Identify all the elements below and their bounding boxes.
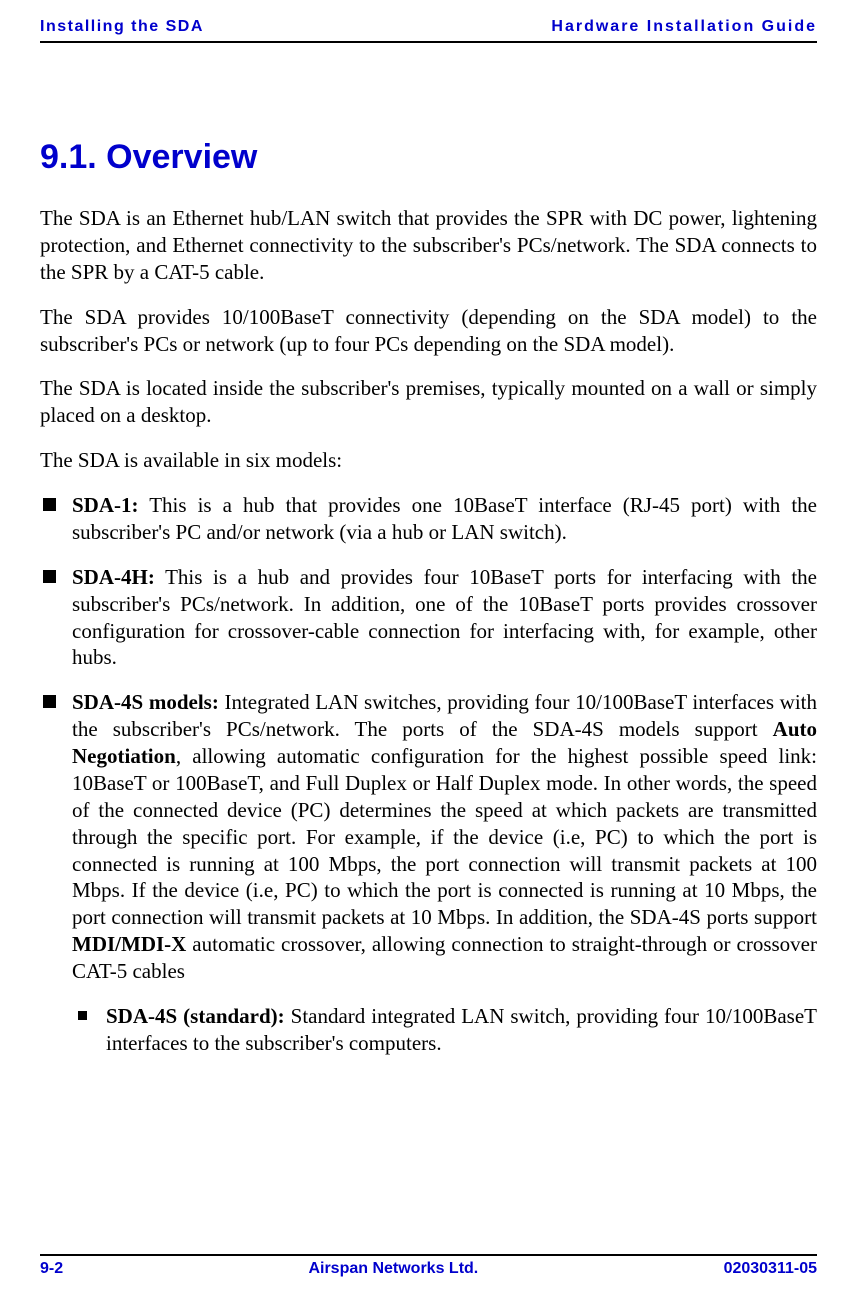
content: 9.1. Overview The SDA is an Ethernet hub… bbox=[40, 43, 817, 1254]
section-title: 9.1. Overview bbox=[40, 138, 817, 177]
list-item-sda-4s: SDA-4S models: Integrated LAN switches, … bbox=[40, 689, 817, 1056]
sda-1-text: This is a hub that provides one 10BaseT … bbox=[72, 493, 817, 544]
sda-1-label: SDA-1: bbox=[72, 493, 139, 517]
header-left: Installing the SDA bbox=[40, 18, 204, 36]
list-item-sda-4h: SDA-4H: This is a hub and provides four … bbox=[40, 564, 817, 672]
footer-company: Airspan Networks Ltd. bbox=[308, 1260, 478, 1278]
sda-4h-text: This is a hub and provides four 10BaseT … bbox=[72, 565, 817, 670]
paragraph-1: The SDA is an Ethernet hub/LAN switch th… bbox=[40, 205, 817, 286]
running-header: Installing the SDA Hardware Installation… bbox=[40, 18, 817, 43]
sda-4s-standard-label: SDA-4S (standard): bbox=[106, 1004, 285, 1028]
footer-page-number: 9-2 bbox=[40, 1260, 63, 1278]
list-item-sda-1: SDA-1: This is a hub that provides one 1… bbox=[40, 492, 817, 546]
footer-doc-id: 02030311-05 bbox=[724, 1260, 817, 1278]
section-name: Overview bbox=[106, 138, 257, 176]
model-list: SDA-1: This is a hub that provides one 1… bbox=[40, 492, 817, 1057]
sda-4h-label: SDA-4H: bbox=[72, 565, 155, 589]
paragraph-4: The SDA is available in six models: bbox=[40, 447, 817, 474]
paragraph-3: The SDA is located inside the subscriber… bbox=[40, 375, 817, 429]
mdi-mdi-x: MDI/MDI-X bbox=[72, 932, 186, 956]
header-right: Hardware Installation Guide bbox=[551, 18, 817, 36]
section-number: 9.1. bbox=[40, 138, 97, 176]
sub-list: SDA-4S (standard): Standard integrated L… bbox=[72, 1003, 817, 1057]
sda-4s-label: SDA-4S models: bbox=[72, 690, 219, 714]
running-footer: 9-2 Airspan Networks Ltd. 02030311-05 bbox=[40, 1254, 817, 1278]
sub-item-sda-4s-standard: SDA-4S (standard): Standard integrated L… bbox=[76, 1003, 817, 1057]
sda-4s-text-2: , allowing automatic configuration for t… bbox=[72, 744, 817, 929]
page: Installing the SDA Hardware Installation… bbox=[0, 0, 857, 1300]
paragraph-2: The SDA provides 10/100BaseT connectivit… bbox=[40, 304, 817, 358]
